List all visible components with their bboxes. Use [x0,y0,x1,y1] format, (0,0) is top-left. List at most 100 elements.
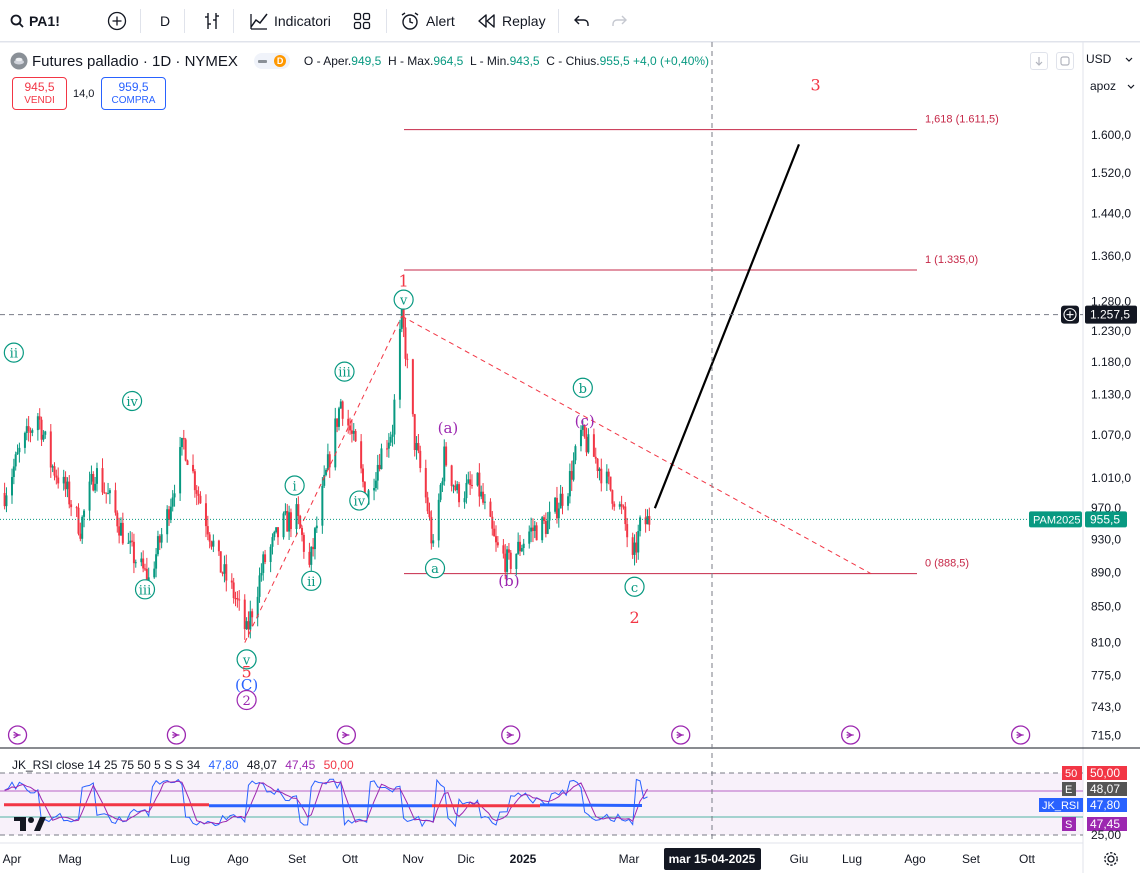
candle-body [251,611,254,618]
candle-body [546,520,549,534]
indicators-button[interactable]: Indicatori [249,0,331,42]
candle-body [428,511,431,518]
candle-body [323,474,326,486]
candle-body [476,472,479,486]
earnings-event-icon[interactable] [841,725,861,745]
candle-body [70,504,73,508]
candle-body [75,507,78,509]
wave-label-circle [121,390,143,412]
candle-body [260,572,263,576]
high-value: 964,5 [433,54,464,68]
candle-body [432,540,435,544]
candle-body [49,431,52,468]
event-markers[interactable] [7,725,1031,745]
earnings-event-icon[interactable] [671,725,691,745]
candle-body [639,517,642,532]
candle-body [234,598,237,600]
time-tick-label: Mag [58,852,81,866]
templates-button[interactable] [353,0,371,42]
wave-trendline [244,315,403,643]
candle-body [531,527,534,532]
candle-body [579,429,582,447]
candle-body [520,548,523,552]
candle-body [559,493,562,509]
fib-level-label: 1 (1.335,0) [925,254,978,266]
rsi-jk-value: 47,80 [1090,798,1120,812]
candle-body [504,553,507,572]
crosshair-price-box [1085,305,1137,324]
currency-selector[interactable]: USD [1086,52,1133,66]
chart-type-button[interactable] [203,0,221,42]
compare-button[interactable] [107,0,127,42]
chart-canvas[interactable]: 1,618 (1.611,5)1 (1.335,0)0 (888,5) iiiv… [0,42,1140,873]
candle-body [544,520,547,534]
crosshair-add-button[interactable] [1061,305,1079,324]
ohlc-values: O - Aper.949,5 H - Max.964,5 L - Min.943… [304,54,709,68]
candle-body [299,515,302,528]
time-axis[interactable]: Apr Mag Lug Ago Set Ott Nov Dic 2025 Mar Giu Lug Ago… [3,848,1036,870]
candle-body [404,327,407,359]
time-tick-label: Mar [619,852,640,866]
candle-body [40,419,43,440]
candle-body [581,425,584,430]
candle-body [68,481,71,505]
candle-body [245,621,248,630]
time-tick-label: Ott [1019,852,1036,866]
earnings-event-icon[interactable] [1010,725,1031,745]
maximize-pane-button[interactable] [1056,52,1074,70]
candle-body [5,495,8,507]
rsi-mid-value-box [1087,766,1127,780]
candle-body [284,511,287,514]
sell-button[interactable]: 945,5 VENDI [12,77,67,110]
candle-body [212,540,215,547]
time-axis-settings-button[interactable] [1103,851,1119,872]
rsi-s-tag [1062,817,1076,831]
buy-button[interactable]: 959,5 COMPRA [101,77,166,110]
symbol-badge [1029,511,1082,528]
candle-body [611,490,614,504]
candle-body [637,531,640,553]
candle-body [249,611,252,630]
candle-body [439,484,442,500]
undo-button[interactable] [573,0,591,42]
candle-body [3,492,6,507]
redo-button[interactable] [610,0,628,42]
price-tick-label: 890,0 [1091,565,1121,579]
candle-body [502,545,505,554]
collapse-pane-button[interactable] [1030,52,1048,70]
price-axis[interactable]: 1.600,0 1.520,0 1.440,0 1.360,0 1.280,0 1.230… [1029,128,1131,842]
price-tick-label: 1.280,0 [1091,294,1131,308]
candle-body [419,450,422,469]
candle-body [373,488,376,491]
price-tick-label: 810,0 [1091,636,1121,650]
candle-body [600,468,603,484]
scale-selector[interactable]: apoz [1090,79,1135,93]
candle-body [374,480,377,489]
symbol-search[interactable]: PA1! [10,0,60,42]
candle-body [184,439,187,461]
price-tick-label: 1.440,0 [1091,207,1131,221]
replay-button[interactable]: Replay [478,0,546,42]
candle-body [31,430,34,433]
candle-body [179,447,182,494]
wave-label-circle [334,361,355,382]
interval-button[interactable]: D [160,0,170,42]
candle-body [79,533,82,539]
rsi-value-2: 48,07 [246,758,277,772]
maximize-icon [1060,56,1070,66]
earnings-event-icon[interactable] [501,725,521,745]
candle-body [620,504,623,507]
candle-body [430,517,433,544]
candle-body [587,434,590,453]
wave-label-text: iv [126,395,138,410]
rsi-value-1: 47,80 [208,758,239,772]
candle-body [607,471,610,477]
earnings-event-icon[interactable] [336,725,357,745]
candle-body [155,554,158,569]
earnings-event-icon[interactable] [166,725,187,745]
alert-button[interactable]: Alert [400,0,455,42]
candle-body [328,454,331,468]
earnings-event-icon[interactable] [7,725,28,745]
data-status-pill[interactable]: D [253,53,290,69]
symbol-title: Futures palladio · 1D · NYMEX [32,52,238,70]
